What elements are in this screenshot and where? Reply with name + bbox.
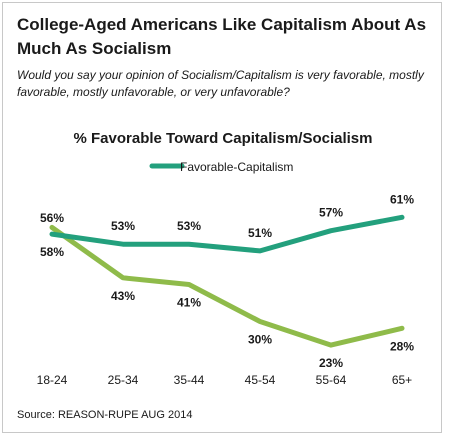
- survey-question: Would you say your opinion of Socialism/…: [17, 68, 424, 99]
- data-label: 57%: [319, 206, 343, 220]
- x-tick-label: 35-44: [174, 373, 205, 387]
- data-label: 30%: [248, 333, 272, 347]
- data-label: 56%: [40, 211, 64, 225]
- legend-label: Favorable-Capitalism: [180, 160, 293, 174]
- page-title: College-Aged Americans Like Capitalism A…: [17, 15, 427, 58]
- x-tick-label: 25-34: [108, 373, 139, 387]
- data-label: 53%: [111, 219, 135, 233]
- data-label: 43%: [111, 289, 135, 303]
- x-tick-label: 18-24: [37, 373, 68, 387]
- series-line-socialism: [49, 224, 405, 348]
- x-tick-label: 55-64: [316, 373, 347, 387]
- data-label: 41%: [177, 296, 201, 310]
- data-label: 53%: [177, 219, 201, 233]
- source-note: Source: REASON-RUPE AUG 2014: [17, 409, 193, 421]
- x-tick-label: 65+: [392, 373, 412, 387]
- data-label: 58%: [40, 245, 64, 259]
- data-label: 23%: [319, 356, 343, 370]
- series-line-capitalism: [49, 214, 405, 254]
- data-label: 28%: [390, 339, 414, 353]
- chart-frame: College-Aged Americans Like Capitalism A…: [2, 2, 442, 433]
- data-label: 51%: [248, 226, 272, 240]
- data-label: 61%: [390, 192, 414, 206]
- chart-title: % Favorable Toward Capitalism/Socialism: [73, 130, 373, 147]
- x-tick-label: 45-54: [245, 373, 276, 387]
